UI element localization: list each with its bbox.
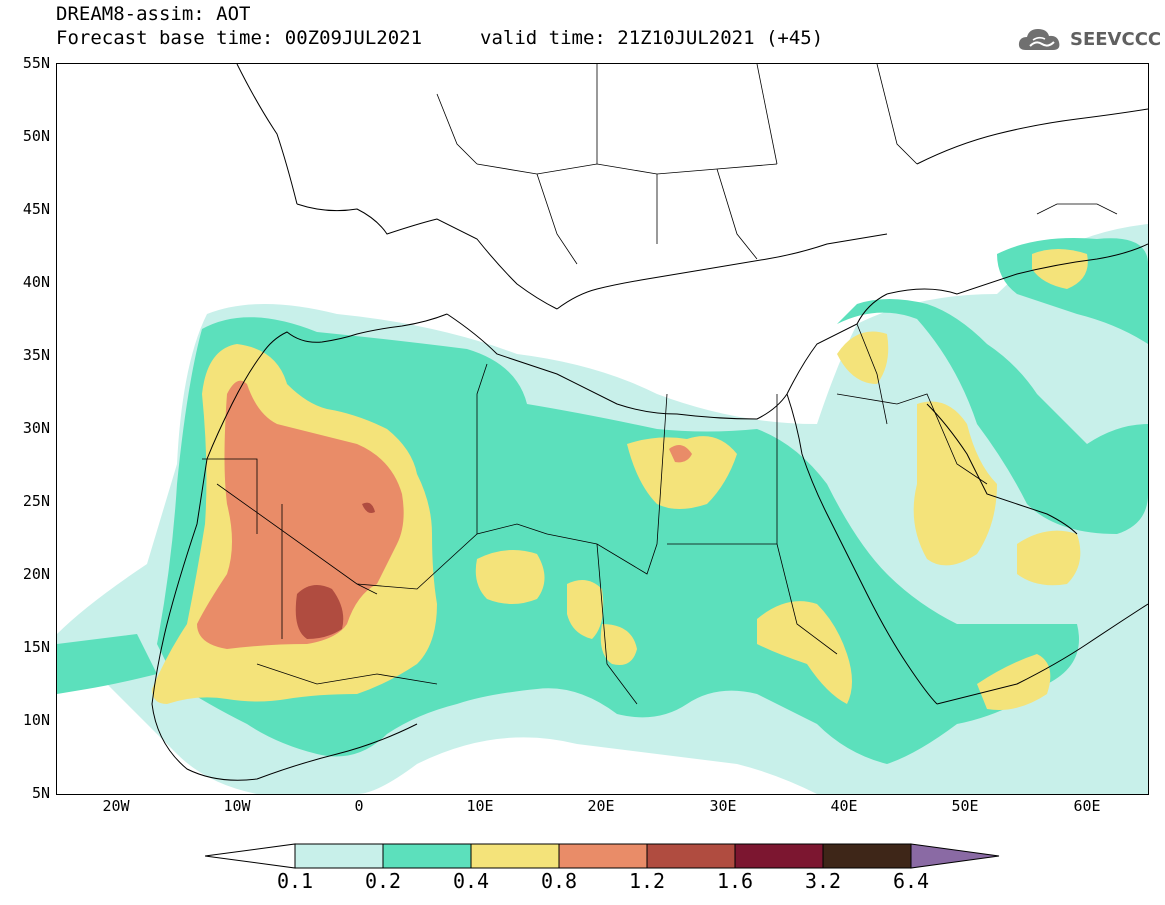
colorbar-label: 0.1 <box>276 869 314 893</box>
lat-label: 20N <box>22 565 50 583</box>
colorbar-bin <box>558 843 648 869</box>
aot-map <box>57 64 1148 794</box>
lat-label: 55N <box>22 54 50 72</box>
colorbar-label: 0.4 <box>452 869 490 893</box>
map-plot-area <box>56 63 1149 795</box>
lat-label: 40N <box>22 273 50 291</box>
lon-label: 10E <box>466 797 494 815</box>
lat-label: 45N <box>22 200 50 218</box>
colorbar-label: 1.6 <box>716 869 754 893</box>
lat-label: 30N <box>22 419 50 437</box>
lon-label: 30E <box>709 797 737 815</box>
colorbar-label: 6.4 <box>892 869 930 893</box>
cloud-logo-icon <box>1018 29 1060 50</box>
colorbar-graphic <box>204 843 1000 869</box>
lat-label: 15N <box>22 638 50 656</box>
colorbar-bin <box>734 843 824 869</box>
lat-label: 5N <box>31 784 50 802</box>
lat-label: 10N <box>22 711 50 729</box>
country-borders <box>202 64 1118 705</box>
lon-label: 20W <box>102 797 130 815</box>
colorbar-bin <box>382 843 472 869</box>
lon-label: 20E <box>587 797 615 815</box>
colorbar-label: 0.2 <box>364 869 402 893</box>
coastlines <box>151 64 1148 781</box>
lat-label: 35N <box>22 346 50 364</box>
colorbar-bin <box>294 843 384 869</box>
aot-contour-1-2 <box>295 502 375 639</box>
colorbar-label: 0.8 <box>540 869 578 893</box>
aot-colorbar <box>204 843 1000 873</box>
lat-label: 50N <box>22 127 50 145</box>
colorbar-left-arrow <box>204 843 296 869</box>
colorbar-bin <box>646 843 736 869</box>
map-title: DREAM8-assim: AOT <box>56 3 251 25</box>
seevccc-logo: SEEVCCC <box>1016 24 1161 54</box>
valid-time: valid time: 21Z10JUL2021 (+45) <box>480 27 824 49</box>
colorbar-right-arrow <box>910 843 1000 869</box>
colorbar-label: 1.2 <box>628 869 666 893</box>
map-title-block: DREAM8-assim: AOT Forecast base time: 00… <box>56 2 422 50</box>
lon-label: 50E <box>951 797 979 815</box>
aot-contour-0-8 <box>197 380 692 649</box>
colorbar-bin <box>822 843 912 869</box>
lon-label: 40E <box>830 797 858 815</box>
forecast-base-time: Forecast base time: 00Z09JUL2021 <box>56 27 423 49</box>
colorbar-label: 3.2 <box>804 869 842 893</box>
logo-text: SEEVCCC <box>1070 28 1162 50</box>
lon-label: 10W <box>223 797 251 815</box>
lon-label: 0 <box>354 797 364 815</box>
lon-label: 60E <box>1073 797 1101 815</box>
colorbar-bin <box>470 843 560 869</box>
lat-label: 25N <box>22 492 50 510</box>
